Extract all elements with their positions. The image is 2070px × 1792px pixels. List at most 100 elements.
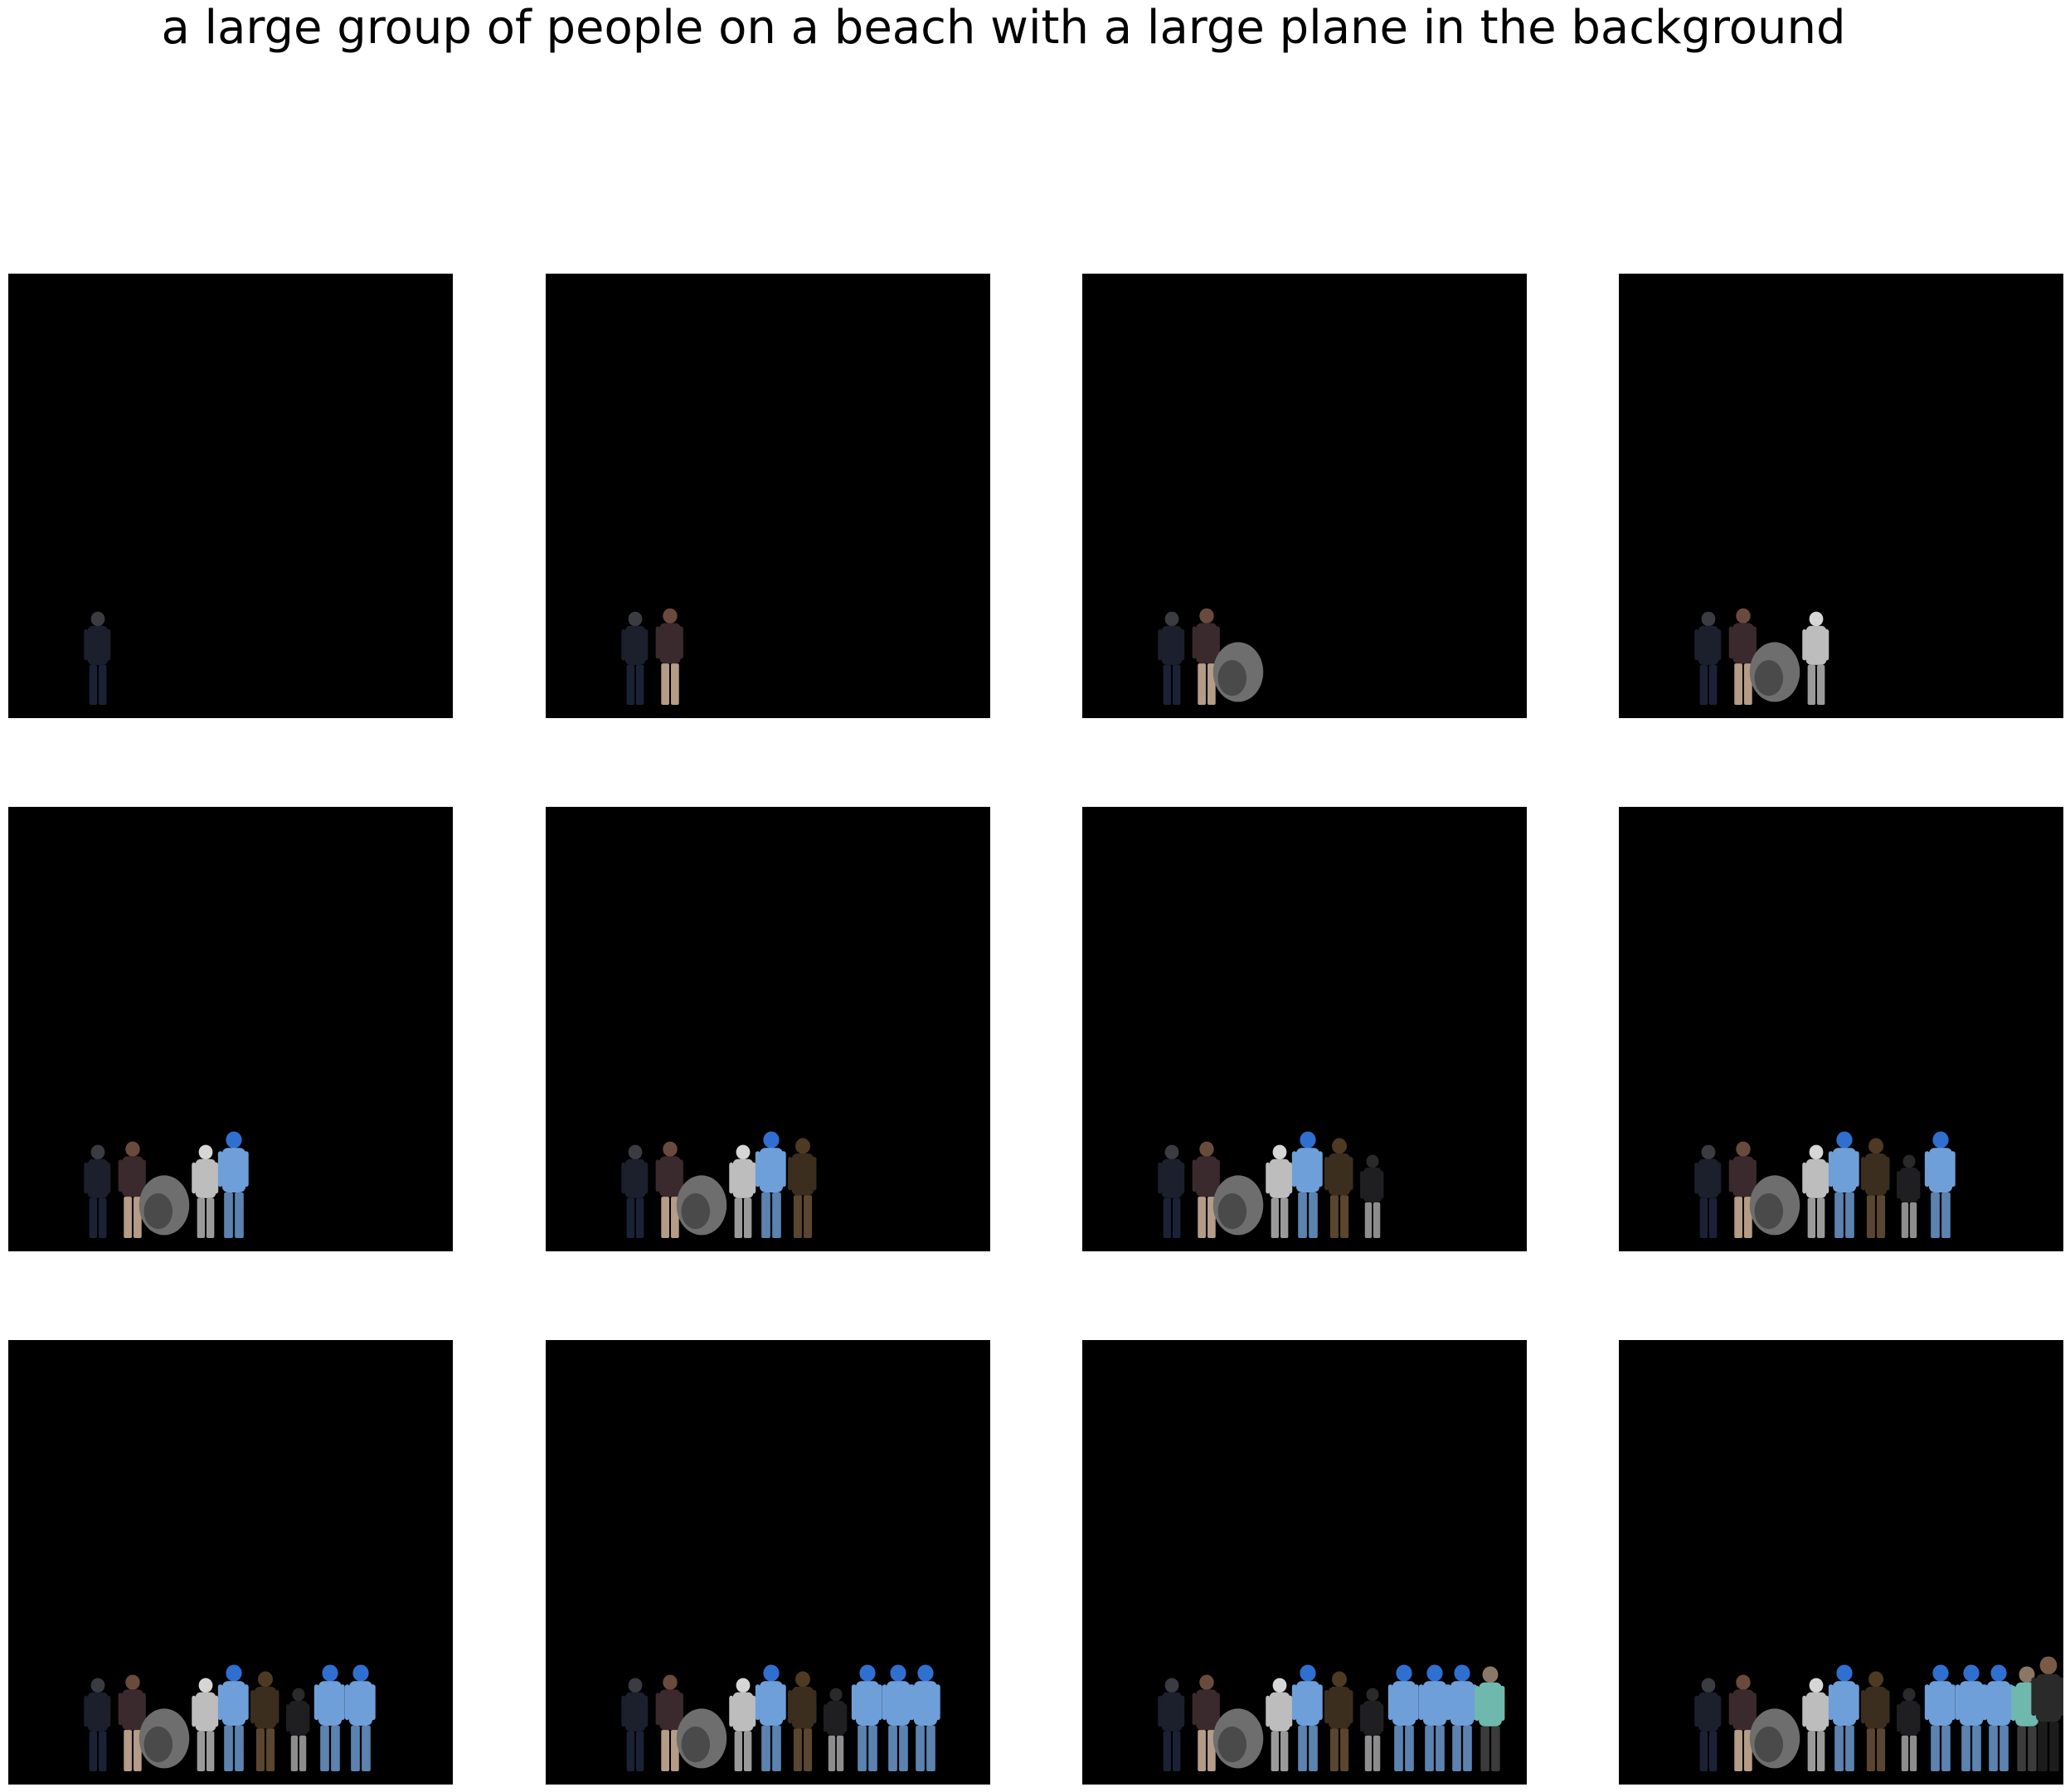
panel-3 — [1082, 274, 1527, 718]
figure-person — [84, 611, 111, 705]
panel-9 — [8, 1340, 453, 1785]
figure-person — [1897, 1688, 1921, 1771]
panel-image — [546, 807, 990, 1251]
figure-person — [313, 1664, 345, 1771]
figure-blob — [1749, 1175, 1800, 1236]
figure-person — [729, 1144, 756, 1238]
figure-person — [84, 1144, 111, 1238]
figure-person — [1291, 1664, 1323, 1771]
panel-image — [546, 274, 990, 718]
figure-person — [1861, 1138, 1890, 1238]
image-caption: a large group of people on a beach with … — [161, 1, 1846, 55]
figure-person — [788, 1671, 817, 1771]
figure-person — [118, 1674, 146, 1771]
figure-person — [1387, 1664, 1419, 1771]
figure-person — [217, 1131, 249, 1238]
figure-person — [1360, 1688, 1384, 1771]
figure-person — [655, 608, 683, 705]
figure-blob — [138, 1175, 190, 1236]
panel-image — [1082, 274, 1527, 718]
figure-person — [755, 1664, 786, 1771]
figure-person — [1897, 1154, 1921, 1238]
figure-person — [217, 1664, 249, 1771]
figure-blob — [676, 1708, 727, 1769]
panel-image — [1619, 807, 2063, 1251]
figure-blob — [1212, 1175, 1264, 1236]
panel-2 — [546, 274, 990, 718]
figure-person — [621, 1144, 649, 1238]
panel-6 — [546, 807, 990, 1251]
figure-person — [1828, 1664, 1859, 1771]
figure-blob — [138, 1708, 190, 1769]
figure-person — [1192, 608, 1220, 705]
figure-person — [1324, 1671, 1353, 1771]
figure-person — [729, 1678, 756, 1771]
figure-person — [118, 1141, 146, 1238]
figure-person — [84, 1678, 111, 1771]
panel-image — [1082, 1340, 1527, 1785]
figure-person — [286, 1688, 310, 1771]
panel-image — [8, 274, 453, 718]
figure-person — [851, 1664, 882, 1771]
figure-person — [1828, 1131, 1859, 1238]
figure-person — [621, 1678, 649, 1771]
panel-image — [546, 1340, 990, 1785]
figure-blob — [676, 1175, 727, 1236]
figure-person — [1802, 1144, 1829, 1238]
figure-person — [1291, 1131, 1323, 1238]
panel-1 — [8, 274, 453, 718]
panel-7 — [1082, 807, 1527, 1251]
panel-image — [1619, 274, 2063, 718]
figure-person — [1324, 1138, 1353, 1238]
panel-5 — [8, 807, 453, 1251]
figure-person — [2031, 1656, 2063, 1771]
figure-person — [344, 1664, 376, 1771]
panel-12 — [1619, 1340, 2063, 1785]
figure-blob — [1212, 1708, 1264, 1769]
figure-person — [1475, 1666, 1505, 1771]
figure-person — [1802, 1678, 1829, 1771]
figure-person — [621, 611, 649, 705]
panel-image — [1619, 1340, 2063, 1785]
figure-person — [1158, 1678, 1185, 1771]
figure-person — [1728, 1141, 1757, 1238]
figure-blob — [1749, 1708, 1800, 1769]
figure-person — [1728, 608, 1757, 705]
figure-person — [1924, 1664, 1956, 1771]
figure-person — [1158, 1144, 1185, 1238]
figure-person — [1192, 1674, 1220, 1771]
figure-person — [1266, 1678, 1293, 1771]
panel-4 — [1619, 274, 2063, 718]
figure-person — [192, 1144, 219, 1238]
panel-11 — [1082, 1340, 1527, 1785]
figure-person — [1728, 1674, 1757, 1771]
figure-person — [1802, 611, 1829, 705]
figure-blob — [1749, 642, 1800, 702]
figure-person — [1694, 1678, 1722, 1771]
panel-image — [8, 807, 453, 1251]
figure-blob — [1212, 642, 1264, 702]
figure-person — [1266, 1144, 1293, 1238]
figure-person — [1694, 1144, 1722, 1238]
figure-person — [1861, 1671, 1890, 1771]
figure-person — [1158, 611, 1185, 705]
panel-image — [8, 1340, 453, 1785]
figure-person — [655, 1674, 683, 1771]
figure-person — [655, 1141, 683, 1238]
figure-person — [882, 1664, 913, 1771]
figure-person — [824, 1688, 848, 1771]
figure-person — [1924, 1131, 1956, 1238]
figure-person — [1446, 1664, 1477, 1771]
figure-person — [1694, 611, 1722, 705]
panel-8 — [1619, 807, 2063, 1251]
figure-person — [909, 1664, 940, 1771]
panel-image — [1082, 807, 1527, 1251]
figure-person — [1360, 1154, 1384, 1238]
figure-person — [755, 1131, 786, 1238]
figure-person — [250, 1671, 279, 1771]
figure-person — [192, 1678, 219, 1771]
figure-person — [788, 1138, 817, 1238]
panel-10 — [546, 1340, 990, 1785]
figure-person — [1982, 1664, 2014, 1771]
